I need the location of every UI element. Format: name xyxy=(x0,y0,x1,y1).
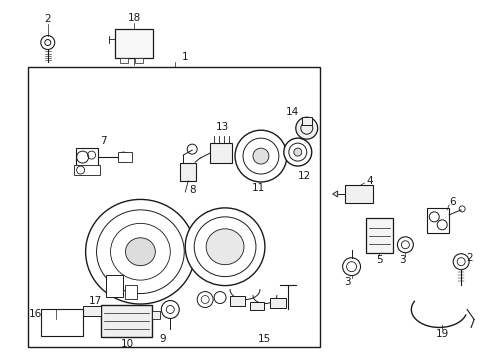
Bar xyxy=(365,218,393,253)
Text: 2: 2 xyxy=(465,253,471,263)
Ellipse shape xyxy=(125,238,155,266)
Ellipse shape xyxy=(110,223,170,280)
Ellipse shape xyxy=(85,199,195,304)
Text: 16: 16 xyxy=(29,310,42,319)
Bar xyxy=(74,165,100,175)
Bar xyxy=(135,58,143,63)
Text: 1: 1 xyxy=(182,53,188,63)
Text: 8: 8 xyxy=(188,185,195,195)
Ellipse shape xyxy=(185,208,264,285)
Bar xyxy=(344,185,372,203)
Bar xyxy=(152,311,160,319)
Text: 12: 12 xyxy=(298,171,311,181)
Bar xyxy=(210,143,232,163)
Circle shape xyxy=(283,138,311,166)
Bar xyxy=(28,67,319,347)
Text: 11: 11 xyxy=(251,183,264,193)
Bar xyxy=(301,117,311,125)
Text: 18: 18 xyxy=(127,13,141,23)
Circle shape xyxy=(293,148,301,156)
Circle shape xyxy=(452,254,468,270)
Circle shape xyxy=(214,292,225,303)
Text: 13: 13 xyxy=(215,122,228,132)
Circle shape xyxy=(252,148,268,164)
Circle shape xyxy=(397,237,412,253)
Circle shape xyxy=(197,292,213,307)
Bar xyxy=(76,148,98,166)
Text: 3: 3 xyxy=(344,276,350,287)
Text: 14: 14 xyxy=(285,107,299,117)
Ellipse shape xyxy=(194,217,255,276)
Text: 15: 15 xyxy=(258,334,271,345)
Text: 17: 17 xyxy=(89,296,102,306)
Text: 5: 5 xyxy=(375,255,382,265)
Bar xyxy=(180,163,196,181)
Bar xyxy=(269,298,285,307)
Text: 2: 2 xyxy=(44,14,51,24)
Bar xyxy=(101,305,152,337)
Text: 7: 7 xyxy=(100,136,107,146)
Circle shape xyxy=(295,117,317,139)
Polygon shape xyxy=(332,191,337,197)
Text: 6: 6 xyxy=(448,197,455,207)
Circle shape xyxy=(342,258,360,276)
Text: 9: 9 xyxy=(159,334,165,345)
Ellipse shape xyxy=(206,229,244,265)
Circle shape xyxy=(235,130,286,182)
Text: 10: 10 xyxy=(121,339,134,349)
Bar xyxy=(105,275,123,297)
Text: 19: 19 xyxy=(435,329,448,339)
Circle shape xyxy=(161,301,179,319)
Text: 4: 4 xyxy=(366,176,372,186)
Ellipse shape xyxy=(96,210,184,293)
Bar xyxy=(82,306,101,316)
Polygon shape xyxy=(49,168,287,319)
Bar xyxy=(115,28,153,58)
Bar xyxy=(120,58,128,63)
Text: 3: 3 xyxy=(398,255,405,265)
Bar xyxy=(41,309,82,336)
Bar xyxy=(229,296,244,306)
Bar xyxy=(249,302,264,310)
Bar xyxy=(125,285,137,298)
Bar xyxy=(427,208,448,233)
Bar xyxy=(118,152,132,162)
